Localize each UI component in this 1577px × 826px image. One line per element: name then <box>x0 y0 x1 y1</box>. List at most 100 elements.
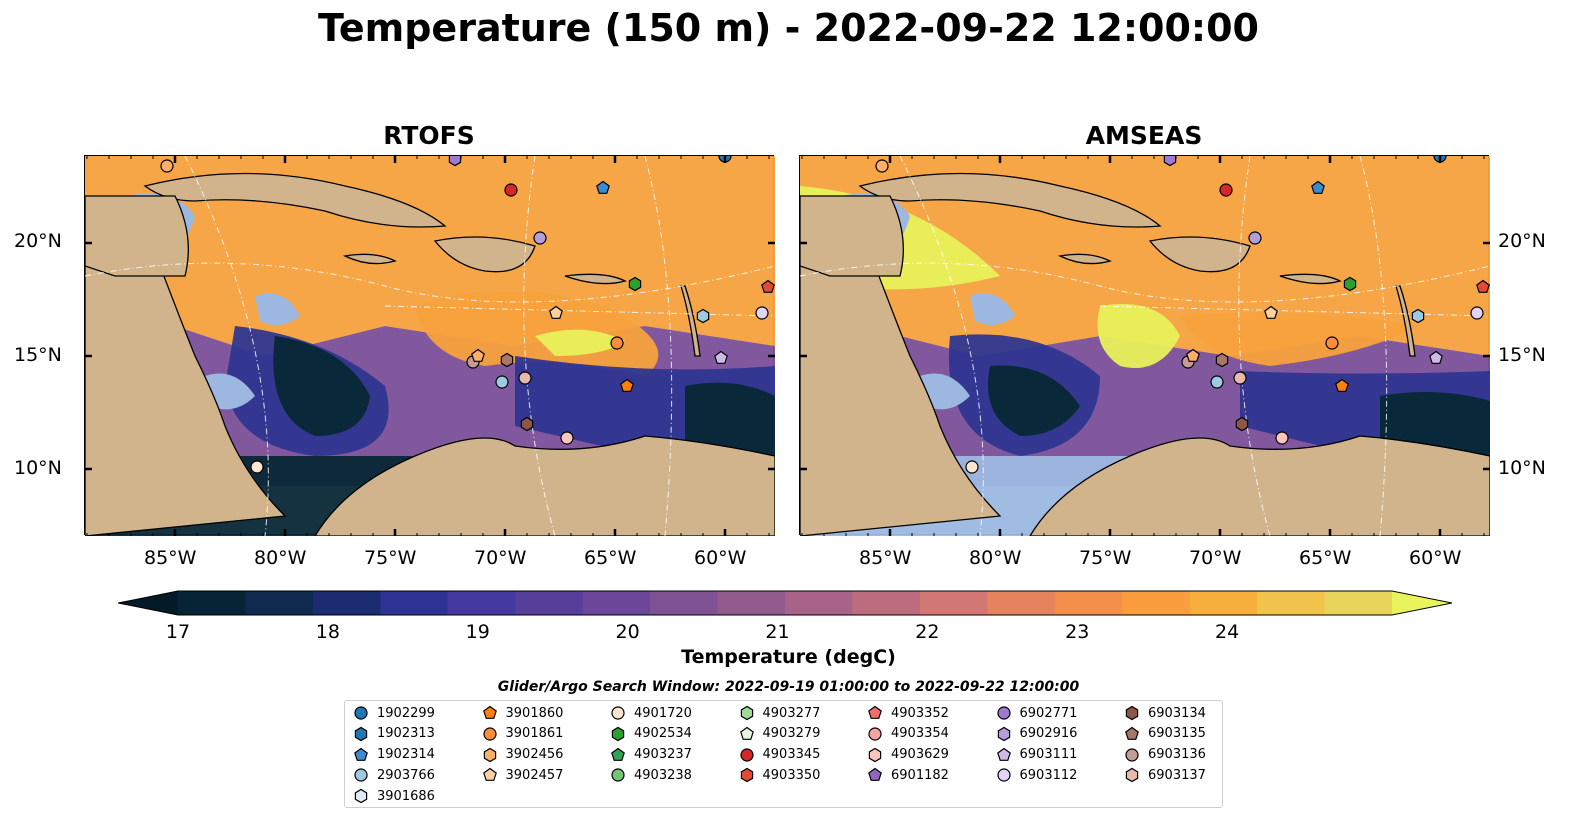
legend-marker-2903766 <box>354 768 368 782</box>
lon-label-rtofs-0: 85°W <box>144 547 197 569</box>
legend-marker-3901686 <box>354 788 368 804</box>
legend-entry-1902299: 1902299 <box>353 703 435 723</box>
colorbar <box>117 590 1453 616</box>
legend-marker-3901861 <box>482 727 497 741</box>
legend-marker-6901182 <box>868 768 882 782</box>
colorbar-tick-label-22: 22 <box>915 621 940 643</box>
argo-float-marker-21 <box>1476 279 1490 293</box>
circle-marker-icon <box>354 706 368 720</box>
legend-label: 2903766 <box>377 767 435 783</box>
argo-float-marker-15 <box>1210 375 1224 389</box>
legend-label: 4903237 <box>634 747 692 763</box>
legend-label: 6903112 <box>1019 767 1078 783</box>
hexagon-marker-icon <box>611 726 625 741</box>
legend-marker-4902534 <box>611 726 625 741</box>
land-central-america <box>85 215 287 536</box>
shallow-shelf-1 <box>920 373 970 410</box>
hexagon-marker-icon <box>868 747 882 762</box>
land-yucatan <box>800 195 904 277</box>
circle-marker-icon <box>354 768 368 782</box>
lon-label-amseas-3: 70°W <box>1189 547 1242 569</box>
colorbar-segment-6 <box>582 591 651 615</box>
legend-label: 4903279 <box>762 726 821 742</box>
lon-label-amseas-0: 85°W <box>859 547 912 569</box>
legend-label: 6903111 <box>1019 747 1078 763</box>
eez-boundary-3 <box>1099 305 1490 317</box>
legend-entry-4903345: 4903345 <box>739 745 820 765</box>
legend-entry-4903238: 4903238 <box>610 765 692 785</box>
argo-float-marker-0 <box>160 159 174 173</box>
legend-entry-6903112: 6903112 <box>996 765 1078 785</box>
colorbar-segment-3 <box>380 591 449 615</box>
legend-entry-6903136: 6903136 <box>1124 745 1206 765</box>
argo-float-marker-11 <box>714 350 728 364</box>
pentagon-marker-icon <box>868 705 882 719</box>
argo-float-marker-9 <box>1470 306 1484 320</box>
legend-entry-6903135: 6903135 <box>1124 724 1206 744</box>
legend-entry-6903137: 6903137 <box>1124 765 1206 785</box>
argo-float-marker-1 <box>448 156 462 167</box>
argo-float-marker-18 <box>520 416 534 432</box>
legend-marker-4903345 <box>739 747 754 762</box>
argo-float-marker-10 <box>1325 336 1339 350</box>
map-panel-rtofs[interactable] <box>84 155 775 536</box>
argo-float-marker-5 <box>1248 231 1262 245</box>
hexagon-marker-icon <box>997 726 1010 741</box>
circle-marker-icon <box>611 706 625 720</box>
pentagon-marker-icon <box>996 747 1011 761</box>
legend-marker-1902313 <box>354 726 368 741</box>
colorbar-segment-12 <box>987 591 1056 615</box>
argo-float-marker-14 <box>500 352 514 368</box>
shallow-shelf-1 <box>205 373 255 410</box>
land-lesser-antilles <box>1395 285 1416 357</box>
legend-entry-6903134: 6903134 <box>1124 703 1206 723</box>
legend-label: 6902771 <box>1019 705 1078 721</box>
legend: 1902299 1902313 1902314 2903766 3901686 39018… <box>344 700 1223 808</box>
legend-entry-4903279: 4903279 <box>739 724 821 744</box>
legend-marker-4903277 <box>740 705 753 721</box>
land-lesser-antilles <box>680 285 701 357</box>
colorbar-segment-8 <box>717 591 786 615</box>
panel-title-rtofs: RTOFS <box>383 121 475 150</box>
circle-marker-icon <box>611 768 625 782</box>
circle-marker-icon <box>739 747 754 762</box>
legend-marker-4903237 <box>611 747 625 761</box>
lon-label-amseas-2: 75°W <box>1079 547 1132 569</box>
legend-label: 3902456 <box>505 747 564 763</box>
legend-label: 1902313 <box>377 726 435 742</box>
legend-label: 1902299 <box>377 705 435 721</box>
colorbar-segment-0 <box>178 591 246 615</box>
eez-boundary-0 <box>800 262 1490 303</box>
lon-label-amseas-4: 65°W <box>1299 547 1352 569</box>
legend-entry-1902314: 1902314 <box>353 745 435 765</box>
argo-float-marker-16 <box>1233 371 1247 385</box>
colorbar-segment-10 <box>852 591 921 615</box>
legend-label: 3901860 <box>505 705 564 721</box>
colorbar-tick-label-19: 19 <box>465 621 490 643</box>
argo-float-marker-9 <box>755 306 769 320</box>
argo-float-marker-6 <box>1343 276 1357 292</box>
legend-entry-4903354: 4903354 <box>867 724 949 744</box>
lon-label-rtofs-2: 75°W <box>364 547 417 569</box>
argo-float-marker-21 <box>761 279 775 293</box>
legend-marker-1902299 <box>354 706 368 720</box>
legend-label: 6901182 <box>891 767 949 783</box>
legend-entry-3901686: 3901686 <box>353 786 435 806</box>
colorbar-segment-1 <box>245 591 314 615</box>
hexagon-marker-icon <box>740 768 753 783</box>
argo-float-marker-8 <box>696 308 710 324</box>
lat-label-right-15n: 15°N <box>1498 344 1546 366</box>
colorbar-segment-7 <box>650 591 719 615</box>
legend-marker-6902771 <box>996 706 1011 720</box>
legend-marker-6903136 <box>1125 747 1139 762</box>
map-panel-amseas[interactable] <box>799 155 1490 536</box>
legend-entry-6902916: 6902916 <box>996 724 1077 744</box>
legend-label: 1902314 <box>377 747 435 763</box>
temperature-region-3 <box>1097 304 1180 368</box>
land-south-america <box>314 435 775 536</box>
lon-label-rtofs-3: 70°W <box>474 547 527 569</box>
argo-float-marker-8 <box>1411 308 1425 324</box>
legend-entry-3901860: 3901860 <box>482 703 564 723</box>
eez-boundary-2 <box>523 156 556 536</box>
colorbar-segment-15 <box>1189 591 1258 615</box>
